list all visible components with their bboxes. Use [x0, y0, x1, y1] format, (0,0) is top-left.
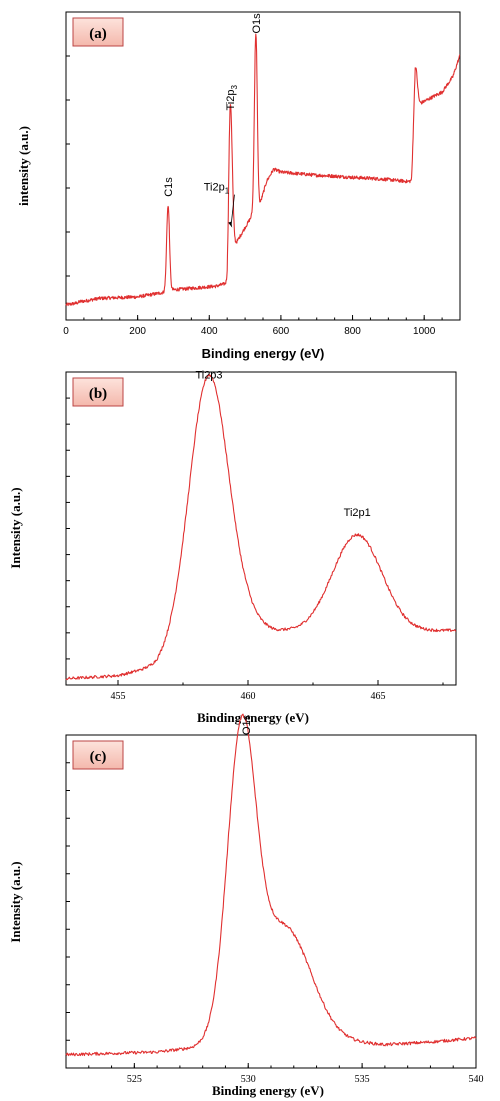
spectrum-line-b: [65, 374, 457, 681]
peak-label: Ti2p3: [195, 369, 222, 381]
peak-label: O1s: [241, 714, 253, 735]
x-tick-label: 455: [111, 691, 126, 702]
x-axis-ticks-a: 0 200 400 600 800 1000: [63, 55, 461, 337]
chart-panel-b: (b) 455 460 465 Ti2p3 Ti2p1 Binding energy …: [8, 369, 457, 725]
panel-tag-b: (b): [89, 386, 107, 402]
x-tick-label: 465: [371, 691, 386, 702]
peak-label-subscript: 1: [225, 187, 230, 196]
x-axis-title-b: Binding energy (eV): [197, 710, 309, 725]
x-tick-label: 530: [241, 1074, 256, 1085]
annotations-a: C1s Ti2p1 Ti2p3 O1s: [163, 13, 263, 228]
x-axis-title-c: Binding energy (eV): [212, 1083, 324, 1098]
x-tick-label: 540: [469, 1074, 484, 1085]
peak-label-subscript: 3: [230, 85, 239, 90]
annotations-b: Ti2p3 Ti2p1: [195, 369, 370, 519]
peak-label: C1s: [163, 177, 175, 197]
y-axis-title-c: Intensity (a.u.): [8, 861, 23, 942]
x-tick-label: 600: [273, 326, 290, 337]
spectrum-line-a: [65, 33, 461, 307]
x-tick-label: 200: [129, 326, 146, 337]
x-tick-label: 800: [344, 326, 361, 337]
x-tick-label: 400: [201, 326, 218, 337]
peak-label: Ti2p1: [204, 182, 230, 196]
x-axis-ticks-b: 455 460 465: [66, 397, 444, 702]
chart-panel-a: (a) 0 200 400 600 800 1000 C1s Ti2p1 Ti2p3 O1s B…: [16, 11, 461, 361]
panel-tag-box-c: [72, 740, 124, 770]
plot-frame-a: [65, 11, 461, 321]
y-axis-title-a: intensity (a.u.): [16, 126, 31, 206]
peak-label: Ti2p3: [225, 85, 239, 111]
plot-frame-b: [65, 371, 457, 686]
chart-panel-c: (c) 525 530 535 540 O1s Binding energy (eV)…: [8, 713, 484, 1098]
y-axis-title-b: Intensity (a.u.): [8, 487, 23, 568]
peak-label: Ti2p1: [344, 507, 371, 519]
panel-tag-box-a: [72, 17, 124, 47]
x-axis-ticks-c: 525 530 535 540: [65, 762, 484, 1085]
annotations-c: O1s: [241, 714, 253, 735]
x-axis-title-a: Binding energy (eV): [202, 346, 325, 361]
panel-tag-c: (c): [90, 749, 107, 765]
annotation-arrow: [230, 194, 235, 225]
x-tick-label: 1000: [413, 326, 436, 337]
arrow-head-icon: [228, 221, 233, 228]
peak-label: O1s: [251, 13, 263, 34]
x-tick-label: 460: [241, 691, 256, 702]
x-tick-label: 525: [127, 1074, 142, 1085]
plot-frame-c: [65, 734, 477, 1069]
spectrum-line-c: [65, 713, 477, 1057]
x-tick-label: 535: [355, 1074, 370, 1085]
panel-tag-box-b: [72, 377, 124, 407]
panel-tag-a: (a): [89, 26, 107, 42]
x-tick-label: 0: [63, 326, 69, 337]
